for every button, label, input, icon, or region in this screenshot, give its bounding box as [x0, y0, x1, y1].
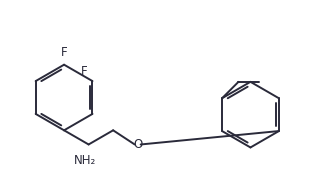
Text: F: F [80, 65, 87, 78]
Text: O: O [133, 138, 142, 151]
Text: NH₂: NH₂ [74, 154, 96, 167]
Text: F: F [61, 46, 67, 59]
